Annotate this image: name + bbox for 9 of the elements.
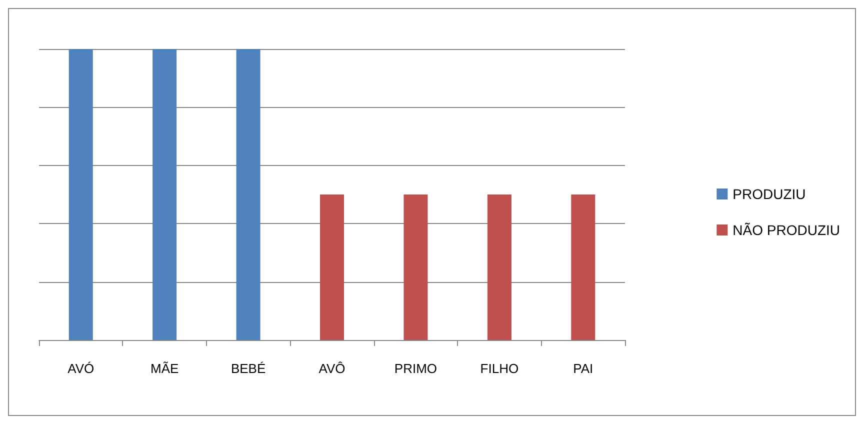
x-tick-label: PRIMO (394, 361, 438, 376)
x-tick-label: BEBÉ (230, 361, 266, 376)
x-tick-label: PAI (573, 361, 594, 376)
legend-label: PRODUZIU (732, 186, 806, 202)
legend-label: NÃO PRODUZIU (732, 222, 840, 238)
x-tick-label: MÃE (150, 361, 179, 376)
x-tick-label: FILHO (480, 361, 519, 376)
x-tick-label: AVÓ (68, 361, 94, 376)
x-tick-label: AVÔ (318, 361, 346, 376)
